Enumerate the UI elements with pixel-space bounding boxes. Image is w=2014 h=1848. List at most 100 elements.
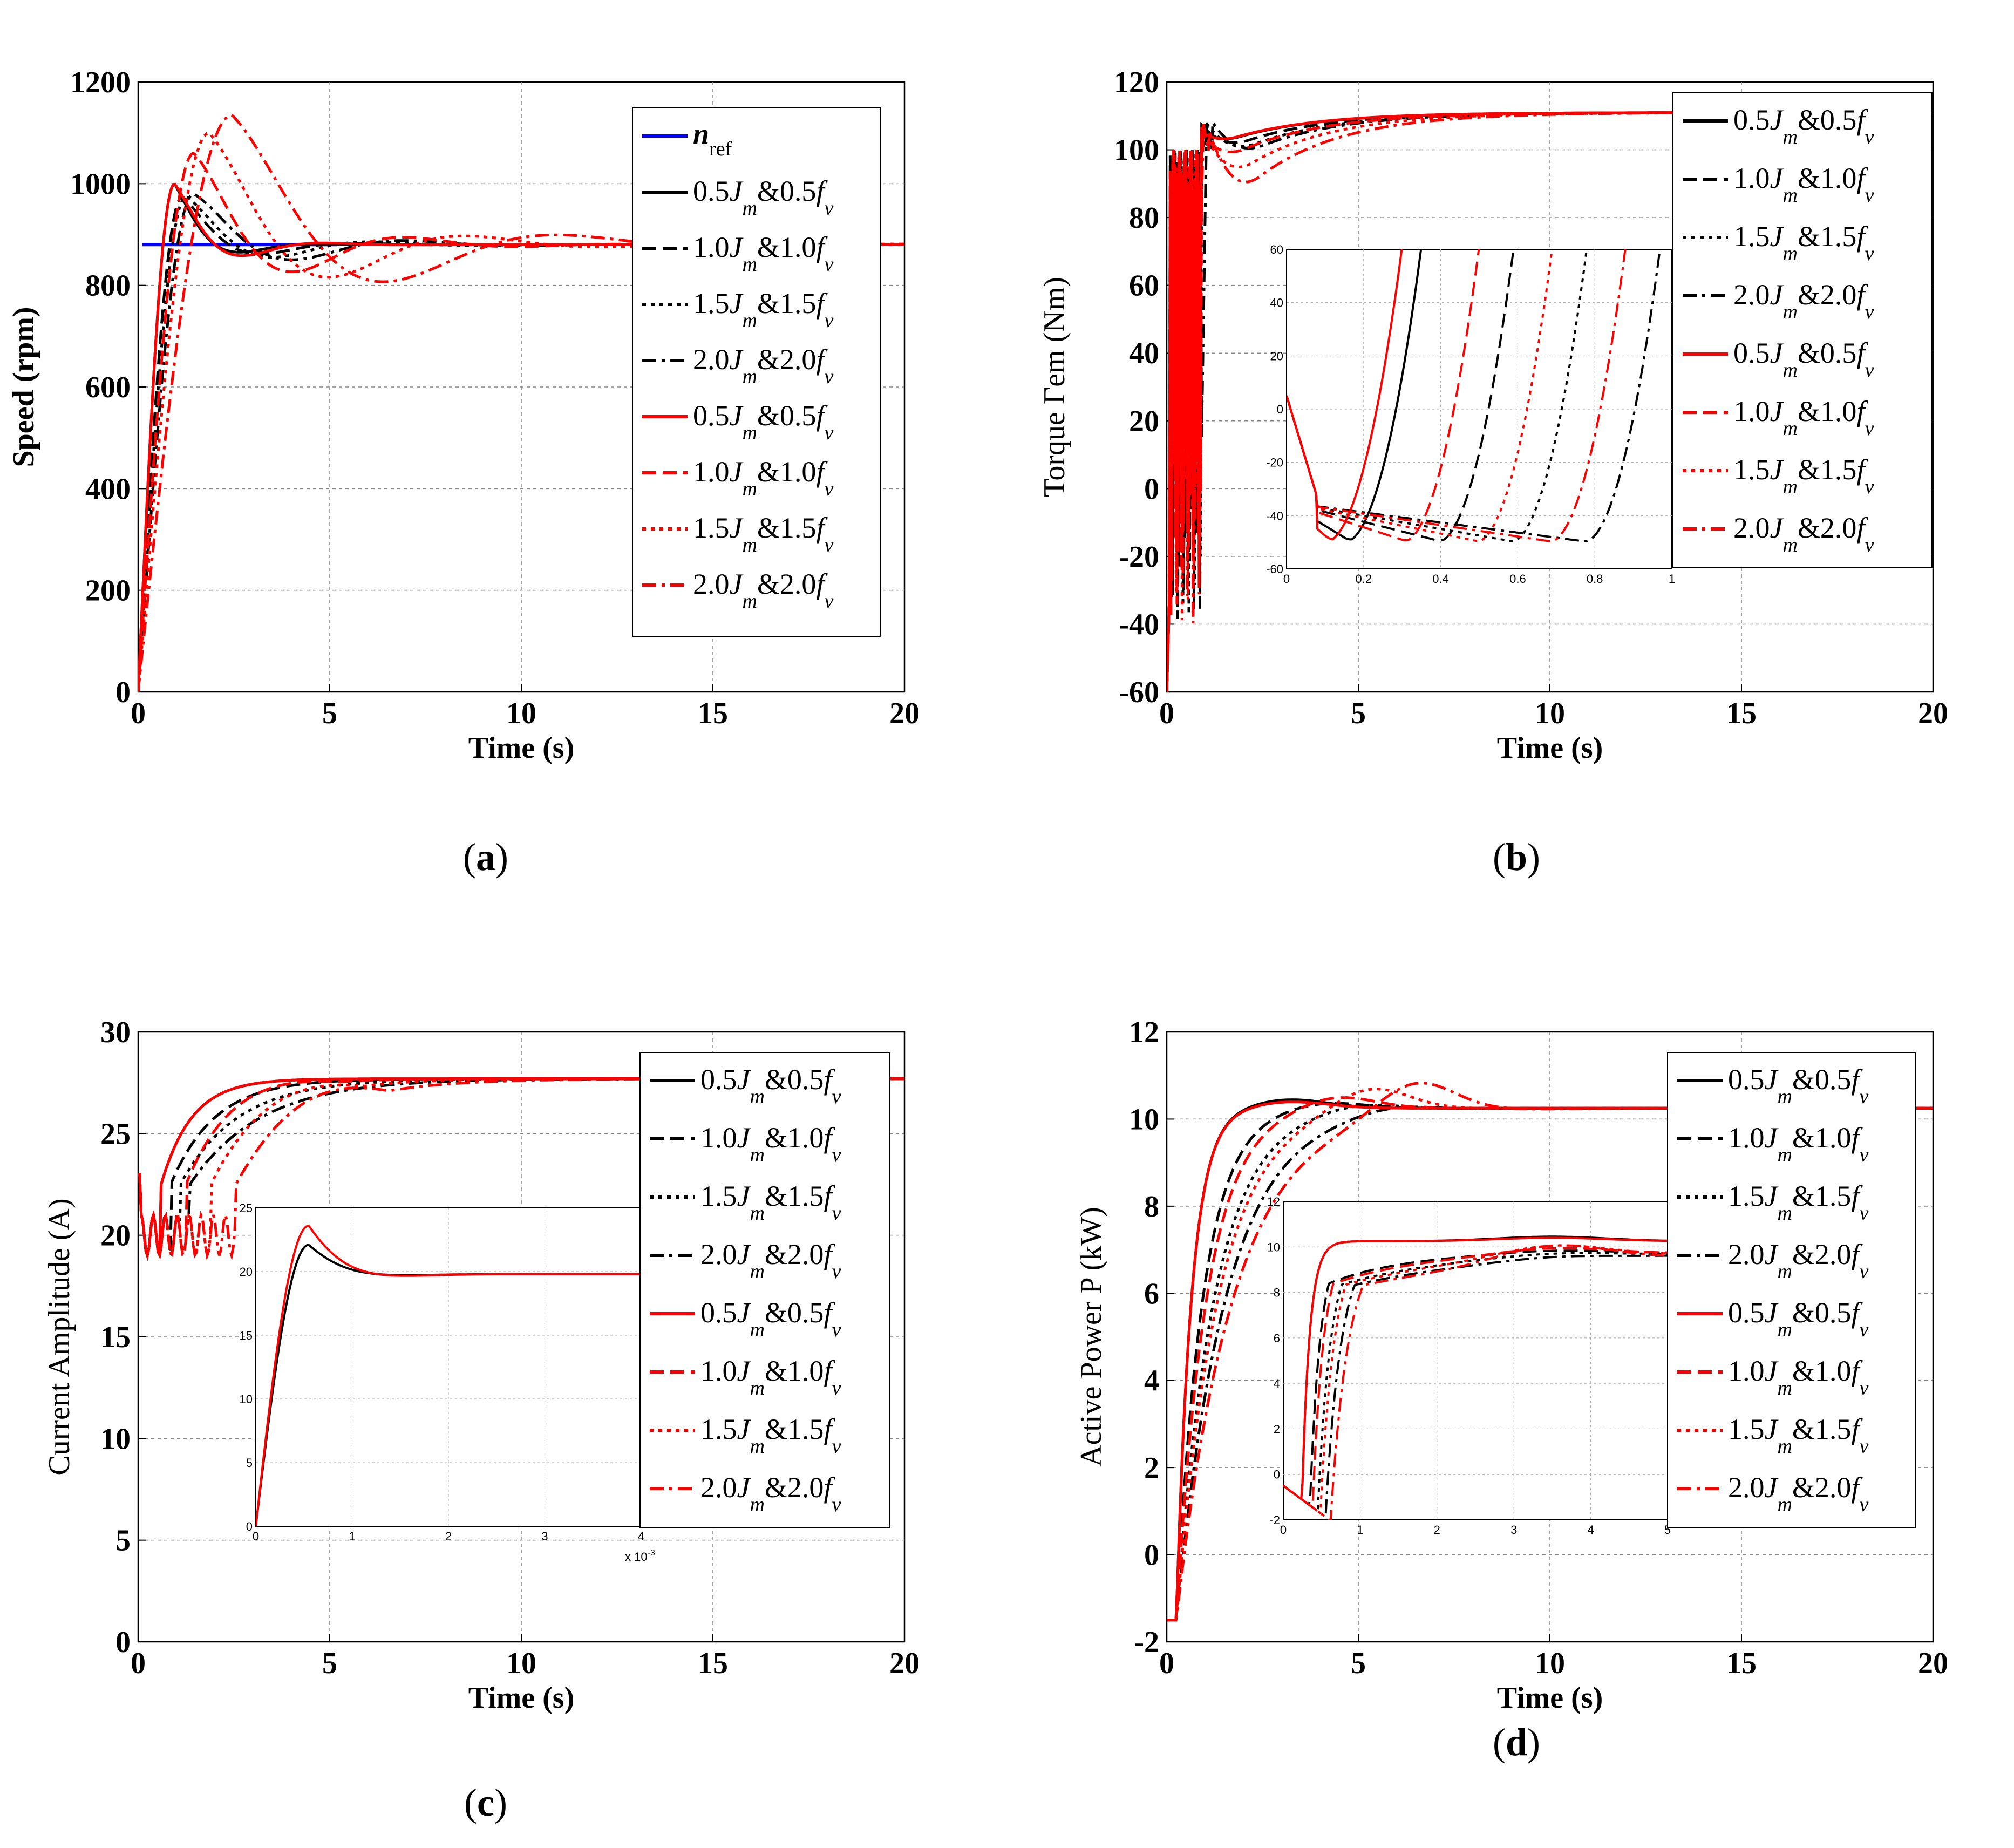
inset-series-line (1283, 1244, 1668, 1520)
inset-x-tick: 0.8 (1587, 572, 1603, 586)
inset-chart: 0 1 2 3 4 0 5 10 15 20 25 x 10-3 (240, 1201, 655, 1564)
legend-label: 0.5Jm&0.5fv (1733, 337, 1874, 382)
legend-label: 1.0Jm&1.0fv (693, 231, 833, 276)
panel-label: (c) (464, 1781, 507, 1824)
x-tick-label: 10 (506, 697, 536, 730)
y-tick-label: 10 (1129, 1103, 1159, 1136)
inset-series-line (256, 1224, 641, 1526)
inset-x-tick: 0.4 (1432, 572, 1449, 586)
inset-y-tick: 8 (1274, 1286, 1280, 1300)
series-line (138, 192, 904, 692)
y-tick-label: 30 (100, 1016, 131, 1049)
inset-y-tick: 6 (1274, 1331, 1280, 1345)
inset-series-line (1287, 249, 1627, 542)
inset-x-tick: 4 (1587, 1523, 1594, 1537)
inset-series-line (1287, 249, 1423, 541)
x-tick-label: 0 (131, 1647, 146, 1680)
x-tick-label: 10 (506, 1647, 536, 1680)
inset-x-tick: 1 (349, 1530, 355, 1543)
legend: nref 0.5Jm&0.5fv 1.0Jm&1.0fv 1.5Jm&1.5fv 2.0… (632, 107, 881, 637)
inset-y-tick: -20 (1266, 456, 1283, 470)
x-tick-label: 5 (322, 697, 337, 730)
inset-y-tick: 5 (246, 1456, 253, 1470)
y-tick-label: 6 (1144, 1277, 1159, 1310)
y-tick-label: 1000 (70, 167, 131, 201)
panel-label: (d) (1493, 1721, 1540, 1764)
y-tick-label: 0 (115, 676, 131, 709)
legend: 0.5Jm&0.5fv 1.0Jm&1.0fv 1.5Jm&1.5fv 2.0Jm&2… (639, 1052, 890, 1528)
x-tick-label: 20 (1918, 697, 1948, 730)
inset-series-line (1287, 249, 1480, 541)
y-tick-label: 800 (85, 269, 131, 303)
inset-y-tick: -2 (1269, 1513, 1280, 1527)
inset-series-line (1287, 249, 1515, 542)
y-tick-label: -40 (1119, 608, 1159, 641)
inset-x-tick: 2 (445, 1530, 452, 1543)
x-axis-label: Time (s) (1497, 731, 1603, 765)
legend-label: 0.5Jm&0.5fv (700, 1296, 841, 1341)
series-line (1167, 111, 1933, 692)
legend-label: 2.0Jm&2.0fv (1733, 278, 1874, 323)
y-tick-label: 400 (85, 472, 131, 506)
inset-y-tick: 4 (1274, 1377, 1280, 1390)
y-tick-label: 100 (1114, 134, 1159, 167)
inset-series-line (1287, 249, 1403, 541)
legend-label: 1.0Jm&1.0fv (700, 1355, 841, 1399)
inset-y-tick: 10 (1267, 1240, 1280, 1254)
legend-label: 1.5Jm&1.5fv (693, 287, 833, 332)
y-axis-label: Current Amplitude (A) (43, 1198, 76, 1475)
y-tick-label: 20 (100, 1219, 131, 1253)
inset-series-line (1287, 249, 1588, 542)
y-tick-label: 1200 (70, 66, 131, 99)
legend-label: 0.5Jm&0.5fv (1733, 104, 1874, 148)
x-tick-label: 0 (1159, 1647, 1174, 1680)
inset-x-tick: 0 (1280, 1523, 1287, 1537)
y-tick-label: -60 (1119, 676, 1159, 709)
y-tick-label: 60 (1129, 269, 1159, 303)
x-axis-label: Time (s) (468, 731, 575, 765)
inset-y-tick: 25 (240, 1201, 253, 1215)
legend-label: 1.5Jm&1.5fv (700, 1413, 841, 1458)
legend-label: 1.0Jm&1.0fv (1733, 395, 1874, 440)
legend-label: 1.0Jm&1.0fv (1728, 1122, 1868, 1166)
inset-x-tick: 3 (1510, 1523, 1517, 1537)
y-tick-label: 0 (115, 1626, 131, 1659)
y-tick-label: 200 (85, 574, 131, 608)
inset-series-line (1283, 1247, 1668, 1509)
legend-label: 1.5Jm&1.5fv (1733, 220, 1874, 265)
y-tick-label: 8 (1144, 1190, 1159, 1224)
legend: 0.5Jm&0.5fv 1.0Jm&1.0fv 1.5Jm&1.5fv 2.0Jm&2… (1667, 1052, 1916, 1528)
x-tick-label: 15 (1726, 697, 1757, 730)
inset-y-tick: 20 (1270, 349, 1283, 363)
y-axis-label: Speed (rpm) (7, 307, 40, 467)
x-axis-label: Time (s) (1497, 1681, 1603, 1715)
legend-label: 1.5Jm&1.5fv (1728, 1413, 1868, 1458)
y-tick-label: 20 (1129, 405, 1159, 438)
x-tick-label: 0 (1159, 697, 1174, 730)
legend-label: 0.5Jm&0.5fv (700, 1063, 841, 1108)
x-tick-label: 5 (1351, 1647, 1366, 1680)
inset-y-tick: 15 (240, 1329, 253, 1342)
x-tick-label: 5 (322, 1647, 337, 1680)
inset-x-multiplier: x 10-3 (625, 1548, 655, 1564)
legend-label: 2.0Jm&2.0fv (693, 568, 833, 613)
y-tick-label: 2 (1144, 1451, 1159, 1485)
legend-label: 0.5Jm&0.5fv (1728, 1296, 1868, 1341)
legend-label: 1.5Jm&1.5fv (700, 1180, 841, 1225)
series-line (138, 113, 904, 692)
inset-x-tick: 0 (1283, 572, 1290, 586)
legend-label: 1.5Jm&1.5fv (693, 512, 833, 556)
y-tick-label: 120 (1114, 66, 1159, 99)
x-axis-label: Time (s) (468, 1681, 575, 1715)
inset-x-tick: 3 (541, 1530, 548, 1543)
legend-label: 2.0Jm&2.0fv (700, 1471, 841, 1516)
inset-area (1283, 1201, 1668, 1520)
inset-y-tick: 12 (1267, 1195, 1280, 1208)
inset-y-tick: 2 (1274, 1422, 1280, 1436)
legend-label: 1.5Jm&1.5fv (1733, 453, 1874, 498)
y-tick-label: 25 (100, 1117, 131, 1151)
inset-y-tick: 0 (246, 1520, 253, 1533)
inset-x-tick: 0.2 (1356, 572, 1372, 586)
x-tick-label: 5 (1351, 697, 1366, 730)
legend-label: 0.5Jm&0.5fv (1728, 1063, 1868, 1108)
